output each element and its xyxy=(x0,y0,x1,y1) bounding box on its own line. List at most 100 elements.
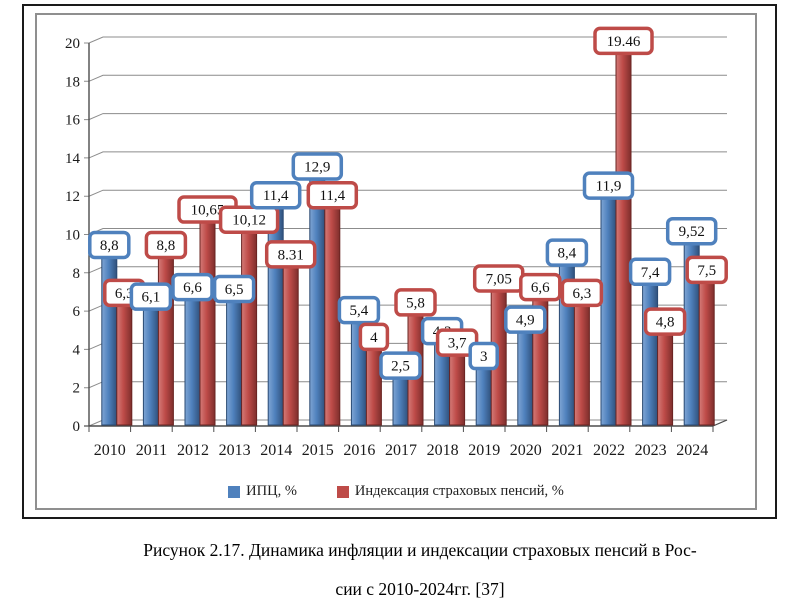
legend-swatch-blue-icon xyxy=(228,485,241,498)
svg-text:10,12: 10,12 xyxy=(232,213,266,229)
svg-text:7,4: 7,4 xyxy=(641,265,660,281)
legend-label-indexation: Индексация страховых пенсий, % xyxy=(354,483,564,499)
y-axis-tick-label: 6 xyxy=(73,304,81,320)
svg-text:8,4: 8,4 xyxy=(558,246,577,262)
data-label-ipc-2014: 11,4 xyxy=(249,180,302,210)
y-axis-tick-label: 16 xyxy=(65,113,81,129)
bar-indexation-2012 xyxy=(199,215,216,426)
gridline xyxy=(84,151,727,159)
data-label-ipc-2012: 6,6 xyxy=(171,272,214,302)
data-label-ipc-2019: 3 xyxy=(468,341,499,371)
x-axis-category-label: 2023 xyxy=(635,442,667,459)
y-axis-tick-label: 20 xyxy=(65,36,80,52)
x-axis-end-diagonal xyxy=(712,419,728,427)
data-label-ipc-2022: 11,9 xyxy=(582,171,635,200)
y-axis-tick-label: 14 xyxy=(65,151,81,167)
gridline xyxy=(84,36,727,44)
svg-text:8,8: 8,8 xyxy=(100,238,119,254)
figure-caption-line1: Рисунок 2.17. Динамика инфляции и индекс… xyxy=(143,540,697,560)
figure-frame: 0 2 4 6 8 10 12 14 16 18 20 8,8 6,3 6,1 8,8 6,6 10,65 6,5… xyxy=(22,4,777,519)
bar-indexation-2013 xyxy=(241,225,258,426)
svg-text:8.31: 8.31 xyxy=(278,247,304,263)
svg-text:6,3: 6,3 xyxy=(115,286,134,302)
svg-text:3: 3 xyxy=(480,349,488,365)
data-label-ipc-2015: 12,9 xyxy=(291,152,344,181)
x-axis-category-label: 2015 xyxy=(302,442,334,459)
bar-ipc-2019 xyxy=(475,362,492,426)
data-label-ipc-2010: 8,8 xyxy=(88,230,131,260)
bar-indexation-2021 xyxy=(573,298,590,426)
gridline xyxy=(84,189,727,197)
bar-ipc-2014 xyxy=(267,201,284,426)
bar-indexation-2023 xyxy=(657,327,674,426)
legend-item-indexation: Индексация страховых пенсий, % xyxy=(336,483,564,500)
svg-text:7,05: 7,05 xyxy=(486,271,512,287)
svg-text:11,9: 11,9 xyxy=(596,179,622,195)
svg-text:7,5: 7,5 xyxy=(697,263,716,279)
svg-text:6,5: 6,5 xyxy=(225,282,244,298)
svg-text:9,52: 9,52 xyxy=(679,224,705,240)
chart-plot-frame: 0 2 4 6 8 10 12 14 16 18 20 8,8 6,3 6,1 8,8 6,6 10,65 6,5… xyxy=(35,13,757,510)
x-axis-category-label: 2020 xyxy=(510,442,542,459)
bar-ipc-2022 xyxy=(600,191,617,426)
svg-text:19.46: 19.46 xyxy=(607,34,641,50)
data-label-indexation-2019: 7,05 xyxy=(472,264,525,293)
bar-indexation-2024 xyxy=(698,275,715,426)
svg-text:12,9: 12,9 xyxy=(304,159,330,175)
x-axis-category-label: 2012 xyxy=(177,442,209,459)
gridline xyxy=(84,266,727,274)
data-label-ipc-2011: 6,1 xyxy=(129,282,173,311)
data-label-ipc-2021: 8,4 xyxy=(545,238,589,267)
svg-text:11,4: 11,4 xyxy=(319,188,345,204)
bar-ipc-2012 xyxy=(184,293,201,426)
legend-label-ipc: ИПЦ, % xyxy=(246,483,297,499)
y-axis-tick-label: 4 xyxy=(73,342,81,358)
bar-ipc-2023 xyxy=(642,277,659,426)
data-label-ipc-2016: 5,4 xyxy=(337,295,381,325)
data-label-indexation-2014: 8.31 xyxy=(264,240,317,269)
data-label-ipc-2024: 9,52 xyxy=(665,216,718,246)
data-label-indexation-2017: 5,8 xyxy=(394,288,437,317)
bar-indexation-2022 xyxy=(615,46,632,426)
svg-text:4: 4 xyxy=(370,330,378,346)
svg-text:6,6: 6,6 xyxy=(183,280,202,296)
data-label-indexation-2020: 6,6 xyxy=(519,272,562,302)
bar-indexation-2018 xyxy=(449,348,466,426)
y-axis-tick-label: 8 xyxy=(73,266,81,282)
svg-text:4,9: 4,9 xyxy=(516,313,535,329)
x-axis-category-label: 2022 xyxy=(593,442,625,459)
bar-ipc-2013 xyxy=(226,295,243,426)
svg-text:3,7: 3,7 xyxy=(448,336,467,352)
bar-ipc-2020 xyxy=(517,325,534,426)
data-label-indexation-2024: 7,5 xyxy=(685,255,728,285)
bar-indexation-2011 xyxy=(157,250,174,426)
data-label-indexation-2022: 19.46 xyxy=(593,26,654,56)
y-axis-tick-label: 2 xyxy=(73,381,81,397)
bar-indexation-2015 xyxy=(324,201,341,426)
data-label-ipc-2023: 7,4 xyxy=(628,257,672,287)
svg-text:11,4: 11,4 xyxy=(263,188,289,204)
data-label-indexation-2021: 6,3 xyxy=(560,278,604,308)
x-axis-category-label: 2024 xyxy=(676,442,708,459)
bar-indexation-2014 xyxy=(282,260,299,426)
x-axis-category-label: 2017 xyxy=(385,442,417,459)
legend-swatch-red-icon xyxy=(336,485,349,498)
x-axis-category-label: 2021 xyxy=(551,442,583,459)
svg-text:10,65: 10,65 xyxy=(191,203,225,219)
gridline xyxy=(84,113,727,121)
y-axis-tick-label: 12 xyxy=(65,189,80,205)
svg-text:5,8: 5,8 xyxy=(406,295,425,311)
x-axis-category-label: 2011 xyxy=(136,442,167,459)
svg-text:6,6: 6,6 xyxy=(531,280,550,296)
data-label-indexation-2011: 8,8 xyxy=(144,230,188,260)
gridline xyxy=(84,74,727,82)
data-label-indexation-2013: 10,12 xyxy=(218,205,280,234)
data-label-ipc-2017: 2,5 xyxy=(379,351,422,380)
data-label-indexation-2023: 4,8 xyxy=(643,307,687,336)
y-axis-tick-label: 0 xyxy=(73,419,81,435)
x-axis-category-label: 2016 xyxy=(343,442,375,459)
bar-ipc-2010 xyxy=(101,250,118,426)
bar-indexation-2010 xyxy=(116,298,133,426)
x-axis-category-label: 2013 xyxy=(219,442,251,459)
x-axis-category-label: 2019 xyxy=(468,442,500,459)
